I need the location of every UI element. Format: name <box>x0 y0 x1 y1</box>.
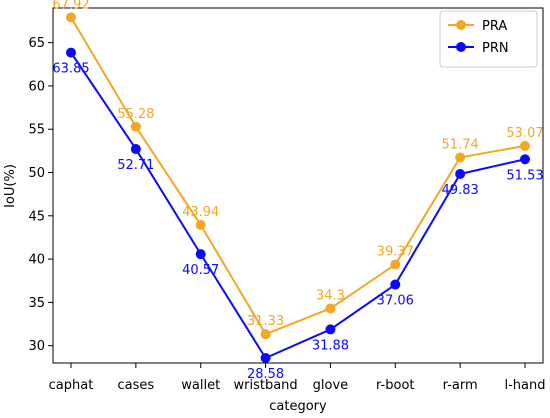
data-point-pra <box>260 329 271 340</box>
y-tick-label: 65 <box>28 36 45 51</box>
data-label-prn: 40.57 <box>182 263 219 278</box>
data-label-pra: 55.28 <box>117 107 154 122</box>
data-label-pra: 34.3 <box>316 288 345 303</box>
data-point-pra <box>66 12 76 23</box>
data-label-prn: 31.88 <box>312 338 349 353</box>
data-label-pra: 31.33 <box>247 314 284 329</box>
data-point-pra <box>130 121 141 132</box>
data-point-pra <box>390 259 401 270</box>
legend-label-prn: PRN <box>482 41 509 56</box>
x-tick-label: caphat <box>49 378 94 393</box>
data-label-pra: 67.92 <box>52 0 89 12</box>
data-label-prn: 28.58 <box>247 367 284 382</box>
x-tick-label: r-boot <box>376 378 414 393</box>
data-label-pra: 53.07 <box>506 126 543 141</box>
x-tick-label: wristband <box>233 378 297 393</box>
x-tick-label: l-hand <box>505 378 546 393</box>
legend: PRA PRN <box>439 10 538 68</box>
data-point-prn <box>130 144 141 155</box>
x-axis-title: category <box>269 399 327 414</box>
y-tick-label: 45 <box>28 209 45 224</box>
data-point-prn <box>325 324 336 335</box>
data-point-pra <box>325 303 336 314</box>
y-axis: 30 35 40 45 50 55 60 65 <box>28 36 53 354</box>
legend-marker-prn <box>456 42 466 52</box>
data-label-prn: 51.53 <box>506 168 543 183</box>
data-point-prn <box>390 279 401 290</box>
x-tick-label: r-arm <box>443 378 478 393</box>
data-point-prn <box>260 352 271 363</box>
y-tick-label: 40 <box>28 253 45 268</box>
y-tick-label: 35 <box>28 296 45 311</box>
plot-frame <box>52 7 544 364</box>
data-label-prn: 37.06 <box>377 294 414 309</box>
data-label-pra: 39.37 <box>377 245 414 260</box>
x-tick-label: wallet <box>181 378 220 393</box>
series-line-prn <box>70 52 526 359</box>
x-tick-label: cases <box>118 378 155 393</box>
data-point-pra <box>520 140 530 151</box>
y-tick-label: 60 <box>28 79 45 94</box>
data-label-prn: 52.71 <box>117 158 154 173</box>
data-label-pra: 51.74 <box>442 137 479 152</box>
data-label-layer: 67.92 55.28 43.94 31.33 34.3 39.37 51.74 53.07 6… <box>52 0 543 382</box>
data-point-pra <box>455 152 466 163</box>
data-point-prn <box>195 249 206 260</box>
data-point-prn <box>66 47 76 58</box>
x-axis: caphat cases wallet wristband glove r-boot r-a… <box>49 363 546 393</box>
x-tick-label: glove <box>313 378 349 393</box>
y-tick-label: 55 <box>28 123 45 138</box>
data-point-pra <box>195 219 206 230</box>
data-label-prn: 63.85 <box>52 62 89 77</box>
y-tick-label: 30 <box>28 339 45 354</box>
series-line-pra <box>70 16 526 336</box>
data-point-prn <box>455 168 466 179</box>
y-tick-label: 50 <box>28 166 45 181</box>
data-label-pra: 43.94 <box>182 205 219 220</box>
data-label-prn: 49.83 <box>442 183 479 198</box>
series-layer <box>66 12 530 363</box>
y-axis-title: IoU(%) <box>3 164 18 208</box>
legend-marker-pra <box>456 20 466 30</box>
legend-label-pra: PRA <box>482 19 507 34</box>
data-point-prn <box>520 154 530 165</box>
